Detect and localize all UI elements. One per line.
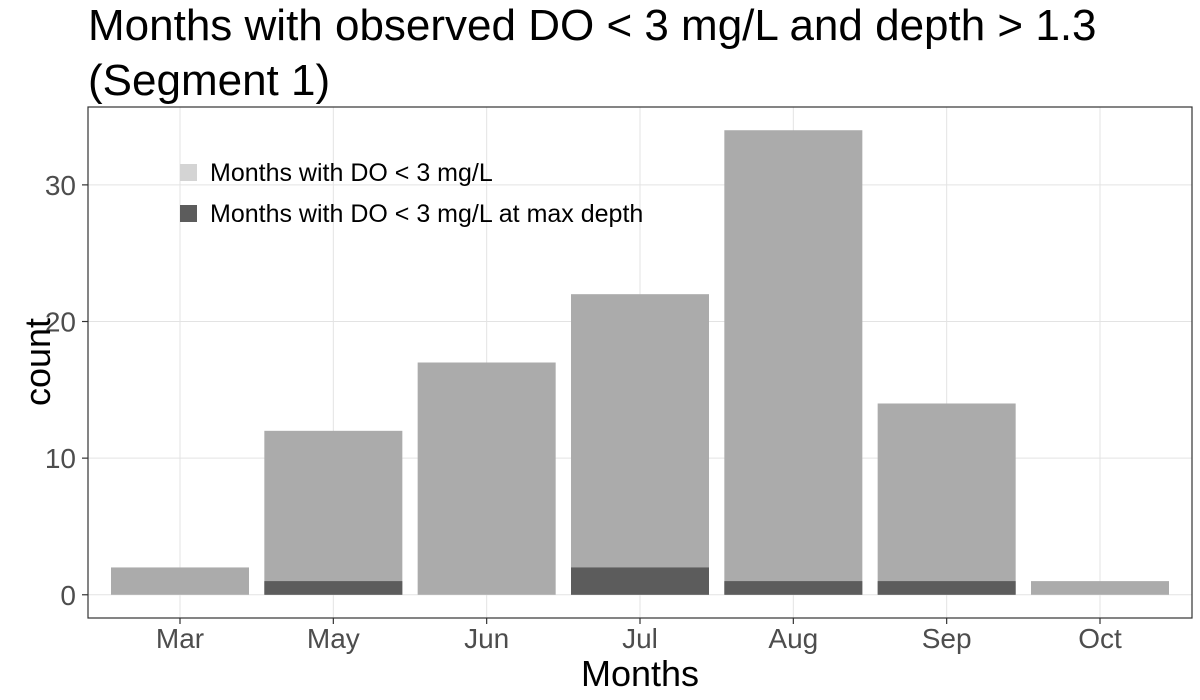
bar-total-may xyxy=(264,430,403,595)
bar-total-sep xyxy=(877,403,1016,595)
x-axis-title: Months xyxy=(581,653,699,694)
bar-total-aug xyxy=(724,130,863,595)
legend-label-1: Months with DO < 3 mg/L xyxy=(210,159,493,187)
x-tick-label-jun: Jun xyxy=(464,623,509,654)
bars xyxy=(111,130,1169,595)
x-tick-label-oct: Oct xyxy=(1078,623,1122,654)
legend-swatch-1 xyxy=(180,164,197,181)
legend-swatch-2 xyxy=(180,205,197,222)
chart-title-line-2: (Segment 1) xyxy=(88,56,330,105)
y-tick-label: 30 xyxy=(45,170,76,201)
bar-total-jul xyxy=(571,294,709,595)
bar-total-oct xyxy=(1031,581,1169,595)
bar-max-depth-aug xyxy=(724,581,863,595)
y-axis-title: count xyxy=(17,318,58,406)
bar-max-depth-may xyxy=(264,581,403,595)
legend-label-2: Months with DO < 3 mg/L at max depth xyxy=(210,200,643,228)
x-tick-label-sep: Sep xyxy=(922,623,972,654)
bar-max-depth-jul xyxy=(571,567,709,595)
y-axis: 0 10 20 30 xyxy=(45,170,88,611)
bar-total-jun xyxy=(417,362,556,595)
y-tick-label: 20 xyxy=(45,307,76,338)
x-axis: Mar May Jun Jul Aug Sep Oct xyxy=(156,618,1122,654)
y-tick-label: 10 xyxy=(45,443,76,474)
bar-max-depth-sep xyxy=(877,581,1016,595)
y-tick-label: 0 xyxy=(60,580,76,611)
x-tick-label-mar: Mar xyxy=(156,623,204,654)
bar-total-mar xyxy=(111,567,249,595)
x-tick-label-aug: Aug xyxy=(768,623,818,654)
x-tick-label-may: May xyxy=(307,623,360,654)
x-tick-label-jul: Jul xyxy=(622,623,658,654)
legend: Months with DO < 3 mg/L Months with DO < … xyxy=(180,159,643,228)
chart-title-line-1: Months with observed DO < 3 mg/L and dep… xyxy=(88,1,1097,50)
